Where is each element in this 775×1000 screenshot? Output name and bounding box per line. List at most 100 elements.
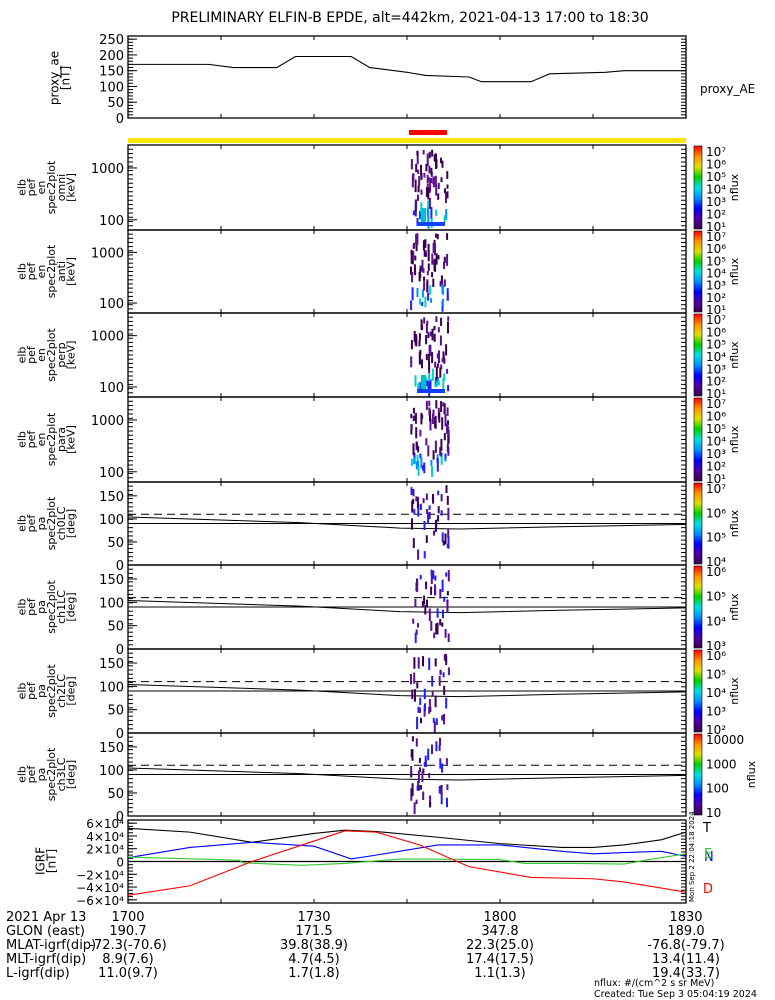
flux-streak	[423, 551, 426, 559]
flux-streak	[424, 296, 427, 308]
flux-streak	[424, 703, 426, 712]
flux-streak	[428, 151, 431, 159]
flux-streak	[437, 182, 440, 189]
flux-streak	[447, 536, 450, 549]
flux-streak	[446, 495, 449, 505]
flux-streak	[417, 784, 420, 791]
flux-streak	[413, 657, 416, 669]
flux-streak	[437, 363, 439, 368]
flux-streak	[410, 749, 413, 758]
y-axis-label: proxy_ae[nT]	[48, 51, 73, 105]
flux-streak	[444, 453, 447, 459]
flux-streak	[412, 489, 415, 497]
colorbar-label: nflux	[728, 257, 741, 285]
l-value: 1.7(1.8)	[288, 966, 340, 981]
y-axis-label-line: pa	[35, 684, 48, 698]
flux-streak	[413, 264, 416, 276]
flux-streak	[434, 175, 437, 187]
colorbar-label: nflux	[728, 509, 741, 537]
flux-streak	[411, 500, 414, 513]
y-axis-label: elbpefpaspec2plotch2LC[deg]	[15, 664, 78, 718]
y-axis-label-line: omni	[55, 174, 68, 201]
flux-streak	[423, 281, 426, 291]
y-axis-label-line: spec2plot	[45, 496, 58, 550]
flux-streak	[414, 689, 416, 702]
colorbar-tick-label: 10²	[706, 375, 726, 389]
flux-streak	[430, 621, 433, 631]
flux-streak	[410, 300, 413, 311]
y-axis-label-line: ch2LC	[55, 674, 68, 708]
flux-streak	[439, 737, 441, 746]
flux-streak	[447, 529, 450, 538]
flux-streak	[428, 407, 431, 416]
flux-streak	[427, 353, 430, 364]
flux-streak	[429, 795, 432, 808]
flux-streak	[440, 787, 443, 796]
flux-streak	[433, 721, 436, 733]
flux-streak	[429, 331, 432, 337]
flux-streak	[445, 572, 448, 577]
flux-streak	[435, 183, 438, 196]
flux-streak	[429, 179, 432, 192]
flux-streak	[420, 412, 423, 425]
flux-streak	[426, 320, 429, 326]
y-axis-label-line: pa	[35, 517, 48, 531]
flux-streak	[438, 676, 441, 686]
flux-streak	[417, 706, 420, 713]
y-axis-label: elbpefenspec2plotanti[keV]	[15, 244, 78, 298]
flux-streak	[423, 276, 426, 282]
flux-streak	[440, 364, 443, 370]
flux-streak	[414, 179, 417, 193]
colorbar-tick-label: 10⁷	[706, 482, 726, 496]
time-label-1800: 1800	[483, 910, 516, 925]
spectrogram-panel: 1000100elbpefenspec2plotanti[keV]10¹10²1…	[15, 229, 741, 317]
y-tick-label: 2×10⁴	[86, 843, 124, 857]
l-value: 19.4(33.7)	[652, 966, 720, 981]
colorbar-strip	[693, 565, 703, 649]
flux-streak	[410, 674, 412, 685]
flux-streak	[413, 457, 416, 465]
spectrogram-panel: 050100150elbpefpaspec2plotch1LC[deg]10³1…	[15, 564, 741, 658]
flux-streak	[427, 263, 430, 271]
colorbar-strip	[693, 482, 703, 565]
flux-streak	[440, 401, 443, 412]
flux-streak	[427, 748, 430, 761]
y-axis-label-line: elb	[15, 347, 28, 364]
flux-streak	[419, 265, 422, 271]
units-footnote: nflux: #/(cm^2 s sr MeV)	[594, 978, 714, 989]
flux-streak	[447, 328, 449, 334]
flux-streak	[420, 319, 423, 331]
flux-streak	[447, 432, 450, 437]
colorbar-tick-label: 10⁴	[706, 350, 726, 364]
colorbar-tick-label: 10000	[706, 733, 744, 747]
flux-streak	[435, 718, 438, 725]
igrf-line-E	[127, 853, 687, 866]
flux-streak	[446, 253, 449, 266]
y-tick-label: 1000	[91, 246, 124, 261]
flux-streak	[435, 400, 438, 409]
flux-streak	[432, 179, 435, 185]
colorbar-tick-label: 10³	[706, 362, 726, 376]
flux-streak	[432, 278, 435, 287]
flux-streak	[427, 243, 430, 253]
flux-streak	[440, 275, 443, 285]
flux-streak	[417, 389, 445, 393]
flux-streak	[430, 574, 433, 584]
colorbar-strip	[693, 230, 703, 313]
y-axis-label-line: [nT]	[58, 66, 72, 90]
colorbar-tick-label: 10⁴	[706, 267, 726, 281]
flux-streak	[420, 173, 423, 180]
flux-streak	[434, 584, 436, 596]
colorbar-tick-label: 10³	[706, 195, 726, 209]
colorbar-tick-label: 10⁶	[706, 325, 726, 339]
flux-streak	[412, 174, 414, 183]
flux-streak	[433, 239, 436, 245]
flux-streak	[425, 187, 428, 198]
flux-streak	[423, 762, 426, 767]
flux-streak	[446, 233, 449, 240]
flux-streak	[410, 487, 413, 495]
flux-streak	[446, 171, 449, 179]
y-axis-label-line: spec2plot	[45, 160, 58, 214]
colorbar-label: nflux	[728, 173, 741, 201]
mlat-value: 22.3(25.0)	[466, 938, 534, 953]
